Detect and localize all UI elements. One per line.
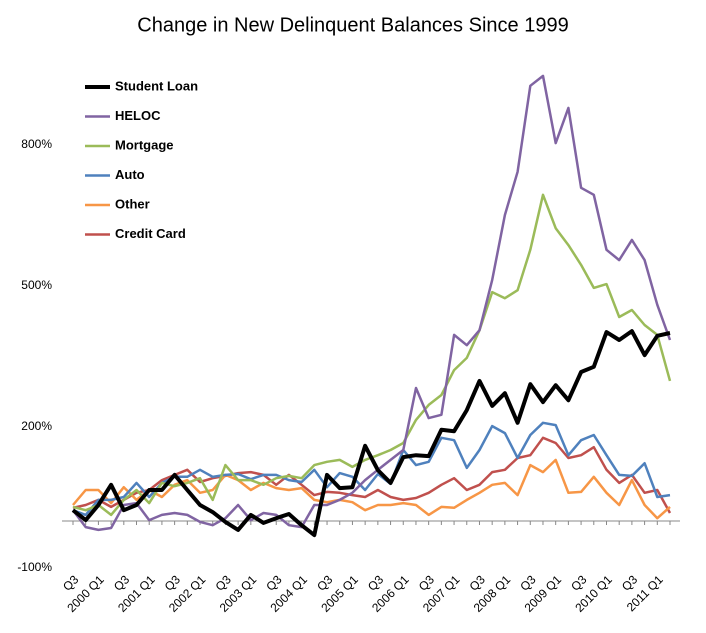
chart-title: Change in New Delinquent Balances Since … bbox=[137, 14, 568, 36]
y-tick-label: 200% bbox=[21, 419, 52, 433]
series-line bbox=[71, 329, 671, 538]
y-tick-label: 500% bbox=[21, 278, 52, 292]
y-tick-label: 800% bbox=[21, 137, 52, 151]
legend-label: Auto bbox=[115, 167, 145, 182]
legend-label: Mortgage bbox=[115, 137, 174, 152]
y-tick-label: -100% bbox=[17, 560, 52, 574]
legend-label: HELOC bbox=[115, 108, 161, 123]
series-line bbox=[72, 74, 672, 532]
legend-label: Student Loan bbox=[115, 78, 198, 93]
legend-label: Other bbox=[115, 196, 150, 211]
legend-label: Credit Card bbox=[115, 226, 186, 241]
